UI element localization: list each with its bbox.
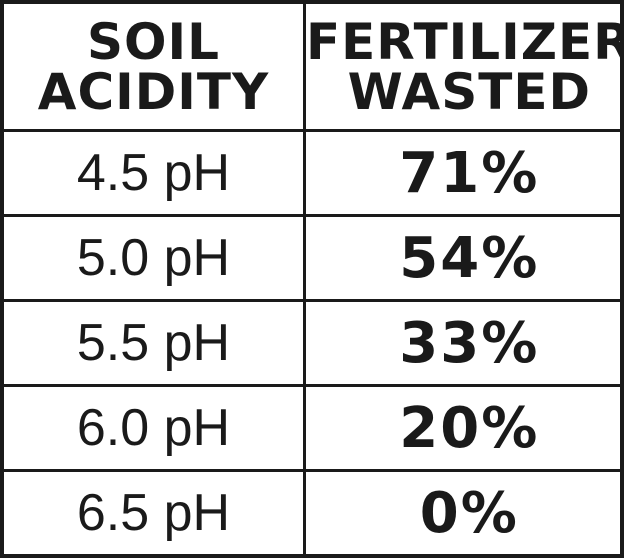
header-fertilizer-wasted: FERTILIZER WASTED [306, 4, 624, 129]
cell-wasted: 20% [306, 384, 624, 469]
cell-acidity: 6.5 pH [4, 469, 306, 554]
header-line: ACIDITY [37, 62, 270, 121]
cell-wasted: 0% [306, 469, 624, 554]
header-soil-acidity: SOIL ACIDITY [4, 4, 306, 129]
cell-wasted: 54% [306, 214, 624, 299]
cell-acidity: 6.0 pH [4, 384, 306, 469]
header-line: SOIL [87, 12, 220, 71]
header-line: WASTED [347, 62, 592, 121]
cell-wasted: 33% [306, 299, 624, 384]
cell-acidity: 5.5 pH [4, 299, 306, 384]
cell-acidity: 4.5 pH [4, 129, 306, 214]
cell-wasted: 71% [306, 129, 624, 214]
header-line: FERTILIZER [306, 12, 624, 71]
cell-acidity: 5.0 pH [4, 214, 306, 299]
